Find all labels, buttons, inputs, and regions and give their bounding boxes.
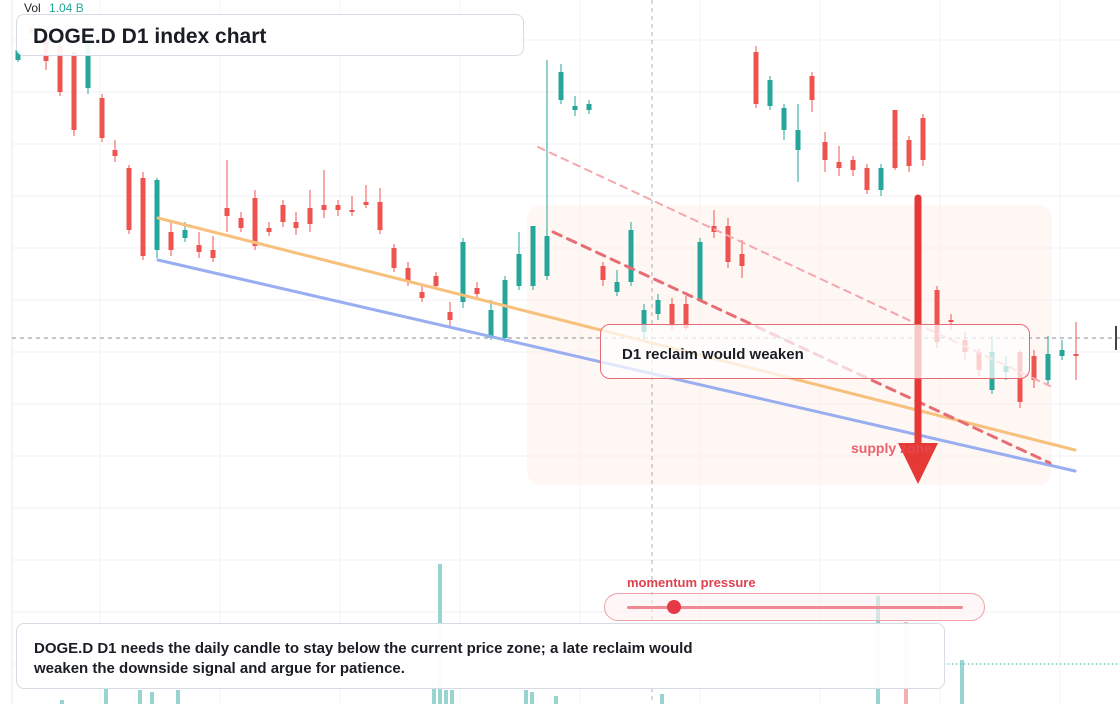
candle-body: [377, 202, 383, 230]
candle-body: [586, 104, 592, 110]
title-card: DOGE.D D1 index chart: [16, 14, 524, 56]
candle-body: [1031, 356, 1037, 380]
reclaim-note-card: D1 reclaim would weaken: [600, 324, 1030, 379]
momentum-track: [627, 606, 963, 609]
candle-body: [99, 98, 105, 138]
volume-bar: [444, 690, 448, 704]
candle-body: [572, 106, 578, 110]
candle-body: [391, 248, 397, 268]
candle-body: [1073, 354, 1079, 356]
candle-body: [335, 205, 341, 210]
volume-bar: [960, 660, 964, 704]
candle-body: [558, 72, 564, 100]
candle-body: [140, 178, 146, 256]
candle-body: [892, 110, 898, 168]
candle-body: [321, 205, 327, 210]
candle-body: [196, 245, 202, 252]
candle-body: [15, 50, 21, 60]
candle-body: [224, 208, 230, 216]
candle-body: [878, 168, 884, 190]
description-card: DOGE.D D1 needs the daily candle to stay…: [16, 623, 945, 689]
candle-body: [419, 292, 425, 298]
candle-body: [307, 208, 313, 224]
volume-bar: [554, 696, 558, 704]
reclaim-note: D1 reclaim would weaken: [622, 346, 804, 363]
candle-body: [516, 254, 522, 286]
volume-bar: [150, 692, 154, 704]
candle-body: [781, 108, 787, 130]
volume-value: 1.04 B: [49, 1, 84, 15]
candle-body: [530, 226, 536, 286]
volume-bar: [524, 690, 528, 704]
candle-body: [906, 140, 912, 166]
volume-bar: [176, 690, 180, 704]
candle-body: [767, 80, 773, 106]
candle-body: [154, 180, 160, 250]
candle-body: [112, 150, 118, 156]
candle-body: [628, 230, 634, 282]
candle-body: [822, 142, 828, 160]
candle-body: [210, 250, 216, 258]
candle-body: [600, 266, 606, 280]
candle-body: [71, 52, 77, 130]
candle-body: [280, 205, 286, 222]
candle-body: [182, 230, 188, 238]
candle-body: [809, 76, 815, 100]
candle-body: [655, 300, 661, 314]
momentum-label: momentum pressure: [627, 575, 756, 590]
candle-body: [266, 228, 272, 232]
candle-body: [293, 222, 299, 228]
volume-bar: [660, 694, 664, 704]
candle-body: [753, 52, 759, 104]
candle-body: [920, 118, 926, 160]
candle-body: [85, 40, 91, 88]
candle-body: [544, 236, 550, 276]
candle-body: [725, 226, 731, 262]
candle-body: [474, 288, 480, 294]
candle-body: [126, 168, 132, 230]
candle-body: [238, 218, 244, 228]
momentum-knob: [666, 600, 681, 614]
candle-body: [739, 254, 745, 266]
volume-bar: [432, 686, 436, 704]
down-arrow-head: [898, 443, 938, 484]
volume-bar: [60, 700, 64, 704]
volume-bar: [530, 692, 534, 704]
supply-zone-label: supply zone: [851, 440, 932, 456]
candle-body: [641, 310, 647, 332]
candle-body: [697, 242, 703, 300]
candle-body: [502, 280, 508, 338]
candle-body: [57, 46, 63, 92]
volume-label: Vol: [24, 1, 41, 15]
candle-body: [1045, 354, 1051, 380]
candle-body: [252, 198, 258, 246]
candle-body: [683, 304, 689, 328]
candle-body: [1059, 350, 1065, 356]
candle-body: [934, 290, 940, 342]
candle-body: [864, 168, 870, 190]
candle-body: [948, 320, 954, 322]
description-text: DOGE.D D1 needs the daily candle to stay…: [34, 640, 693, 677]
candle-body: [836, 162, 842, 168]
volume-bar: [450, 690, 454, 704]
candle-body: [614, 282, 620, 292]
candle-body: [349, 210, 355, 212]
volume-bar: [138, 690, 142, 704]
candle-body: [168, 232, 174, 250]
candle-body: [669, 304, 675, 326]
chart-title: DOGE.D D1 index chart: [33, 25, 267, 48]
volume-bar: [104, 688, 108, 704]
candle-body: [488, 310, 494, 338]
candle-body: [363, 202, 369, 205]
candle-body: [850, 160, 856, 170]
candle-body: [447, 312, 453, 320]
candle-body: [433, 276, 439, 286]
candle-body: [795, 130, 801, 150]
momentum-gauge: [604, 593, 985, 621]
candle-body: [460, 242, 466, 302]
candle-body: [405, 268, 411, 282]
